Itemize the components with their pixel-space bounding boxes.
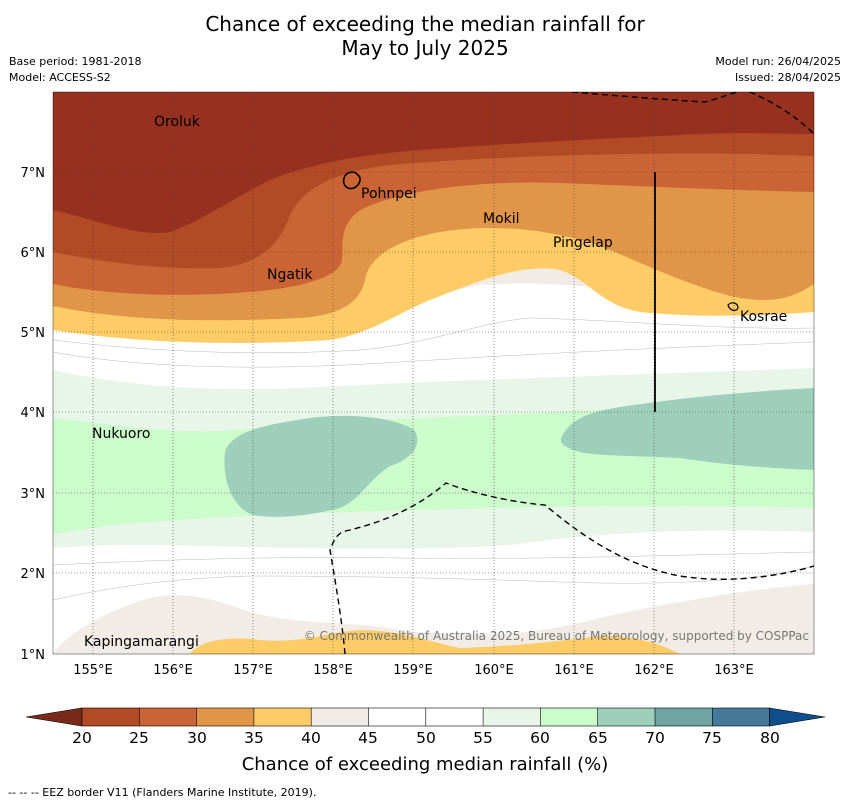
title-line-1: Chance of exceeding the median rainfall …: [205, 12, 645, 36]
colorbar-tick-40: 40: [301, 729, 321, 747]
colorbar-tick-70: 70: [645, 729, 665, 747]
lon-label-161: 161°E: [554, 663, 594, 678]
colorbar-75-80: [712, 708, 770, 726]
band-45-south: [53, 584, 814, 654]
lat-label-2: 2°N: [21, 567, 46, 582]
colorbar-45-50: [368, 708, 426, 726]
place-pohnpei: Pohnpei: [361, 186, 417, 202]
colorbar-60-65: [540, 708, 598, 726]
lat-label-6: 6°N: [21, 246, 46, 261]
band-70-west: [224, 415, 418, 517]
lat-label-5: 5°N: [21, 326, 46, 341]
colorbar-over-arrow: [769, 707, 826, 727]
colorbar-tick-60: 60: [530, 729, 550, 747]
base-period: Base period: 1981-2018: [9, 55, 142, 68]
colorbar-tick-55: 55: [473, 729, 493, 747]
map-title: Chance of exceeding the median rainfall …: [0, 12, 850, 60]
band-40-south: [190, 630, 680, 654]
lat-label-4: 4°N: [21, 406, 46, 421]
model-name: Model: ACCESS-S2: [9, 71, 111, 84]
kosrae-island: [727, 302, 739, 311]
lon-label-155: 155°E: [73, 663, 113, 678]
colorbar-65-70: [597, 708, 655, 726]
colorbar-tick-50: 50: [416, 729, 436, 747]
pohnpei-island: [342, 171, 361, 190]
colorbar-70-75: [655, 708, 713, 726]
colorbar-30-35: [196, 708, 254, 726]
copyright-notice: © Commonwealth of Australia 2025, Bureau…: [304, 629, 809, 643]
colorbar-label: Chance of exceeding median rainfall (%): [241, 754, 609, 775]
place-mokil: Mokil: [483, 211, 520, 227]
map-frame: [52, 91, 815, 655]
colorbar-under-arrow: [25, 707, 83, 727]
issued-date: Issued: 28/04/2025: [734, 71, 841, 84]
lon-label-156: 156°E: [153, 663, 193, 678]
gridlines: [53, 92, 814, 654]
meta-left: Base period: 1981-2018 Model: ACCESS-S2: [9, 54, 141, 86]
colorbar-20-25: [82, 708, 140, 726]
lon-label-162: 162°E: [634, 663, 674, 678]
colorbar-tick-80: 80: [760, 729, 780, 747]
colorbar: [25, 707, 826, 727]
colorbar-50-55: [425, 708, 484, 726]
lon-label-159: 159°E: [393, 663, 433, 678]
lon-label-157: 157°E: [233, 663, 273, 678]
colorbar-25-30: [139, 708, 197, 726]
colorbar-tick-25: 25: [129, 729, 149, 747]
place-nukuoro: Nukuoro: [92, 426, 150, 442]
place-kosrae: Kosrae: [740, 309, 787, 325]
contour-field: Oroluk Pohnpei Mokil Pingelap Ngatik Kos…: [53, 92, 814, 654]
eez-footnote: -- -- -- EEZ border V11 (Flanders Marine…: [8, 786, 317, 799]
colorbar-tick-20: 20: [72, 729, 92, 747]
lon-label-163: 163°E: [714, 663, 754, 678]
meta-right: Model run: 26/04/2025 Issued: 28/04/2025: [715, 54, 841, 86]
colorbar-tick-35: 35: [244, 729, 264, 747]
colorbar-40-45: [311, 708, 369, 726]
lat-label-7: 7°N: [21, 166, 46, 181]
band-20: [53, 92, 814, 234]
colorbar-tick-30: 30: [187, 729, 207, 747]
contour-lines: [53, 317, 814, 601]
place-oroluk: Oroluk: [154, 114, 201, 130]
place-kapingamarangi: Kapingamarangi: [84, 634, 199, 650]
lat-label-3: 3°N: [21, 487, 46, 502]
colorbar-tick-75: 75: [702, 729, 722, 747]
colorbar-tick-45: 45: [358, 729, 378, 747]
place-pingelap: Pingelap: [553, 235, 613, 251]
colorbar-55-60: [483, 708, 541, 726]
place-ngatik: Ngatik: [267, 267, 313, 283]
eez-border: [329, 92, 814, 654]
lon-label-160: 160°E: [474, 663, 514, 678]
model-run: Model run: 26/04/2025: [715, 55, 841, 68]
lon-label-158: 158°E: [313, 663, 353, 678]
lat-label-1: 1°N: [21, 648, 46, 663]
colorbar-35-40: [253, 708, 312, 726]
title-line-2: May to July 2025: [341, 36, 509, 60]
colorbar-tick-65: 65: [588, 729, 608, 747]
band-70-east: [560, 388, 814, 470]
